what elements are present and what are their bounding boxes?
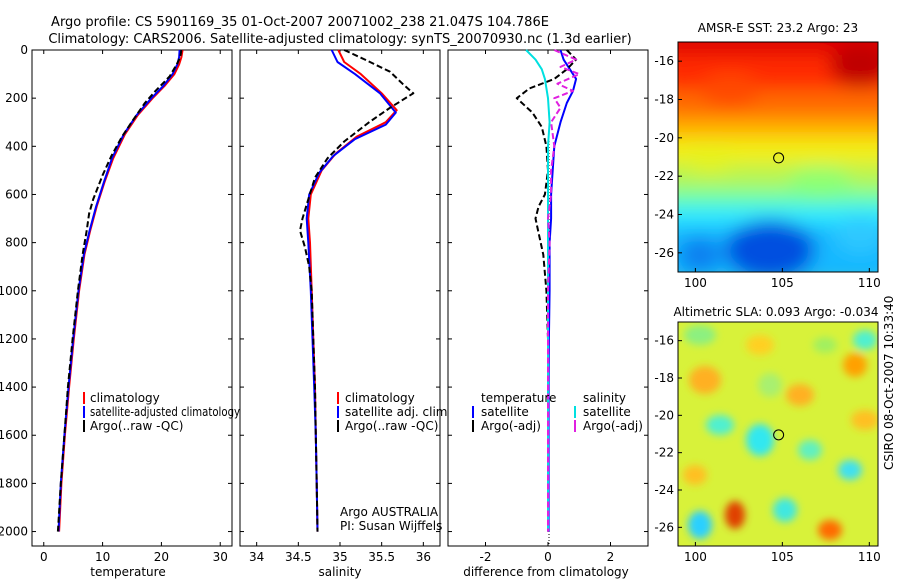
csiro-timestamp: CSIRO 08-Oct-2007 10:33:40 (882, 296, 896, 470)
temperature-xlabel: temperature (90, 565, 165, 579)
x-tick-label: 30 (213, 550, 228, 564)
x-tick-label: 0 (40, 550, 48, 564)
y-tick-label: 1400 (0, 380, 28, 394)
y-tick-label: 1200 (0, 332, 28, 346)
series-salinity-satellite (525, 49, 551, 532)
map-y-tick-label: -20 (654, 131, 674, 145)
difference-legend: temperature satellite Argo(-adj) salinit… (472, 391, 643, 433)
x-tick-label: 0 (544, 550, 552, 564)
difference-panel: -2 0 2 difference from climatology tempera… (447, 49, 649, 579)
sla-map-frame (677, 321, 879, 547)
temperature-x-axis: 0 10 20 30 (40, 50, 228, 564)
legend-argo: Argo(..raw -QC) (345, 419, 438, 433)
legend-climatology: climatology (90, 391, 160, 405)
temperature-axes-frame (31, 49, 233, 547)
x-tick-label: 35.5 (368, 550, 395, 564)
y-tick-label: 600 (5, 187, 28, 201)
figure-title-line1: Argo profile: CS 5901169_35 01-Oct-2007 … (51, 15, 549, 30)
x-tick-label: 36 (416, 550, 431, 564)
difference-x-axis: -2 0 2 (448, 49, 648, 564)
sst-field (678, 42, 878, 272)
argo-position-marker (773, 152, 785, 164)
sst-map-title: AMSR-E SST: 23.2 Argo: 23 (698, 21, 858, 35)
figure-title-line2: Climatology: CARS2006. Satellite-adjuste… (48, 32, 631, 47)
map-y-tick-label: -16 (654, 54, 674, 68)
map-y-tick-label: -24 (654, 483, 674, 497)
map-y-tick-label: -26 (654, 520, 674, 534)
difference-xlabel: difference from climatology (463, 565, 629, 579)
y-tick-label: 400 (5, 139, 28, 153)
sst-map-frame (677, 41, 879, 273)
argo-program-note: Argo AUSTRALIA (340, 505, 439, 519)
legend-argo: Argo(..raw -QC) (90, 419, 183, 433)
sla-map: Altimetric SLA: 0.093 Argo: -0.034 (654, 305, 880, 564)
sst-map: AMSR-E SST: 23.2 Argo: 23 (654, 21, 880, 290)
map-y-tick-label: -18 (654, 93, 674, 107)
y-tick-label: 0 (20, 43, 28, 57)
legend-temp-satellite: satellite (481, 405, 529, 419)
map-y-tick-label: -18 (654, 371, 674, 385)
map-y-tick-label: -22 (654, 169, 674, 183)
y-tick-label: 200 (5, 91, 28, 105)
salinity-xlabel: salinity (318, 565, 361, 579)
y-tick-label: 800 (5, 236, 28, 250)
y-tick-label: 1000 (0, 284, 28, 298)
y-tick-label: 2000 (0, 525, 28, 539)
sla-map-axes: 100 105 110 -16 -18 -20 -22 -24 -26 (654, 334, 880, 564)
map-y-tick-label: -24 (654, 208, 674, 222)
map-x-tick-label: 100 (684, 550, 707, 564)
map-x-tick-label: 110 (858, 276, 881, 290)
legend-temperature-title: temperature (481, 391, 556, 405)
series-argo-raw-qc- (299, 49, 415, 532)
sst-map-axes: 100 105 110 -16 -18 -20 -22 -24 -26 (654, 54, 880, 290)
salinity-panel: 34 34.5 35 35.5 36 salinity climatology sate… (239, 49, 451, 579)
legend-satellite-adjusted: satellite-adjusted climatology (90, 405, 240, 419)
y-tick-label: 1600 (0, 428, 28, 442)
sla-field (678, 322, 878, 546)
pi-note: PI: Susan Wijffels (340, 519, 442, 533)
legend-sal-satellite: satellite (583, 405, 631, 419)
map-x-tick-label: 105 (771, 276, 794, 290)
x-tick-label: 35 (332, 550, 347, 564)
legend-climatology: climatology (345, 391, 415, 405)
map-y-tick-label: -22 (654, 446, 674, 460)
x-tick-label: 34 (249, 550, 264, 564)
legend-salinity-title: salinity (583, 391, 626, 405)
series-salinity-argo-adj- (547, 49, 581, 532)
y-tick-label: 1800 (0, 476, 28, 490)
map-x-tick-label: 110 (858, 550, 881, 564)
map-x-tick-label: 105 (771, 550, 794, 564)
salinity-series (299, 49, 415, 532)
temperature-panel: 0 200 400 600 800 1000 1200 1400 1600 1800 2000 0 1… (0, 43, 240, 579)
map-y-tick-label: -26 (654, 246, 674, 260)
map-y-tick-label: -20 (654, 408, 674, 422)
depth-axis: 0 200 400 600 800 1000 1200 1400 1600 1800 2000 (0, 43, 232, 539)
series-argo-raw-qc- (56, 49, 183, 532)
map-y-tick-label: -16 (654, 334, 674, 348)
temperature-series (56, 49, 184, 532)
salinity-legend: climatology satellite adj. clim. Argo(..… (337, 391, 451, 433)
argo-position-marker (773, 429, 785, 441)
x-tick-label: 2 (607, 550, 615, 564)
temperature-legend: climatology satellite-adjusted climatolo… (83, 391, 240, 433)
salinity-axes-frame (239, 49, 441, 547)
difference-series (515, 49, 581, 532)
x-tick-label: 10 (95, 550, 110, 564)
x-tick-label: 20 (154, 550, 169, 564)
salinity-x-axis: 34 34.5 35 35.5 36 (240, 49, 440, 564)
map-x-tick-label: 100 (684, 276, 707, 290)
sla-map-title: Altimetric SLA: 0.093 Argo: -0.034 (673, 305, 878, 319)
legend-satellite-adj: satellite adj. clim. (345, 405, 451, 419)
legend-sal-argo: Argo(-adj) (583, 419, 643, 433)
x-tick-label: -2 (480, 550, 492, 564)
legend-temp-argo: Argo(-adj) (481, 419, 541, 433)
x-tick-label: 34.5 (285, 550, 312, 564)
